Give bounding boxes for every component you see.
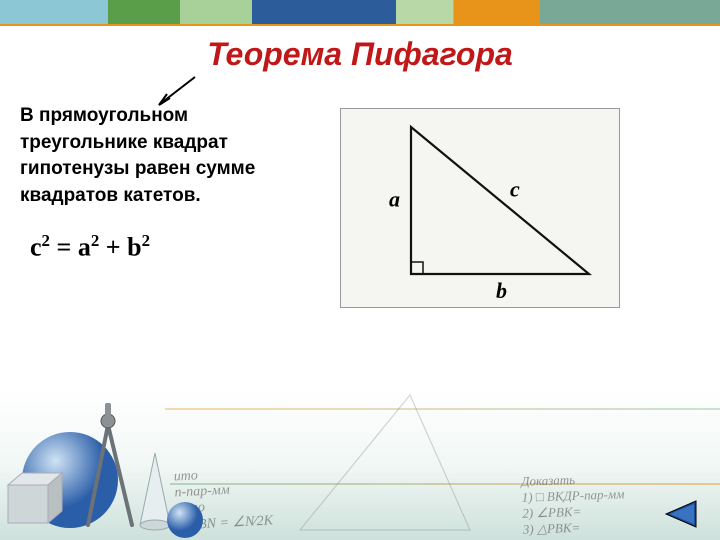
nav-back-button[interactable] xyxy=(658,498,700,530)
theorem-statement: В прямоугольном треугольнике квадрат гип… xyxy=(20,103,320,209)
formula-exp2: 2 xyxy=(91,231,99,250)
svg-text:a: a xyxy=(389,187,400,212)
page-title: Теорема Пифагора xyxy=(0,36,720,73)
formula: c2 = a2 + b2 xyxy=(20,231,320,263)
formula-exp1: 2 xyxy=(42,231,50,250)
bottom-decor: ито п-пар-мм м,то ∠KBN = ∠N⁄2K Доказать … xyxy=(0,365,720,540)
top-banner xyxy=(0,0,720,24)
formula-plus: + xyxy=(99,233,127,262)
svg-text:c: c xyxy=(510,177,520,202)
formula-exp3: 2 xyxy=(142,231,150,250)
triangle-column: a b c xyxy=(330,103,700,308)
bg-triangle-outline xyxy=(280,380,480,540)
formula-a: a xyxy=(78,233,91,262)
text-column: В прямоугольном треугольнике квадрат гип… xyxy=(20,103,320,308)
scribble-right: Доказать 1) □ BKДP-пар-мм 2) ∠PBK= 3) △P… xyxy=(521,470,626,538)
shapes-3d-icon xyxy=(0,365,230,540)
content-row: В прямоугольном треугольнике квадрат гип… xyxy=(0,73,720,308)
formula-b: b xyxy=(127,233,141,262)
triangle-diagram: a b c xyxy=(340,108,620,308)
triangle-left-icon xyxy=(658,498,700,530)
formula-eq: = xyxy=(50,233,78,262)
formula-c: c xyxy=(30,233,42,262)
arrow-down-left xyxy=(150,72,210,112)
svg-text:b: b xyxy=(496,278,507,303)
